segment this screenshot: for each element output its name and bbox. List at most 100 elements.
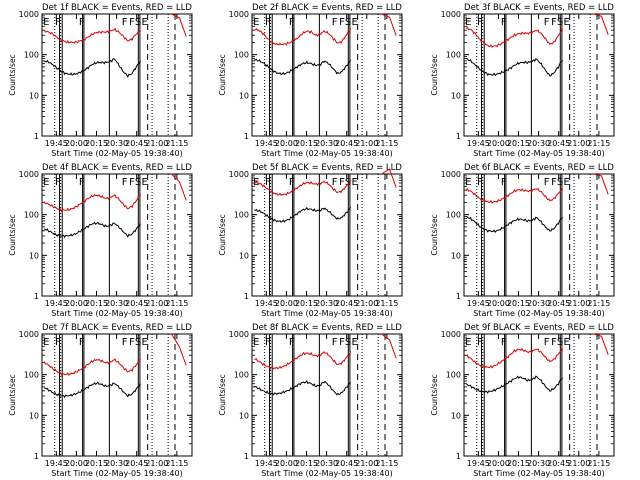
y-axis-label: Counts/sec <box>430 54 439 95</box>
y-tick-label: 1000 <box>229 10 249 19</box>
x-axis-label: Start Time (02-May-05 19:38:40) <box>261 469 392 478</box>
series-line-lld-tail <box>381 168 397 188</box>
y-tick-label: 1 <box>34 452 39 461</box>
flag-label: F <box>339 337 345 348</box>
x-tick-label: 21:00 <box>355 299 378 308</box>
series-line-lld-tail <box>381 13 397 36</box>
x-tick-label: 21:00 <box>145 459 168 468</box>
x-tick-label: 20:00 <box>275 459 298 468</box>
x-axis-label: Start Time (02-May-05 19:38:40) <box>261 149 392 158</box>
series-line-lld <box>254 350 352 370</box>
series-line-lld-tail <box>593 173 609 195</box>
x-tick-label: 21:00 <box>567 139 590 148</box>
y-tick-label: 10 <box>451 251 461 260</box>
flag-label: F <box>332 177 338 188</box>
flag-label: F <box>477 17 483 28</box>
x-tick-label: 20:00 <box>487 459 510 468</box>
series-line-events <box>254 206 352 223</box>
y-tick-label: 100 <box>24 211 39 220</box>
panel-8: Det 8f BLACK = Events, RED = LLD 1 10 100 10… <box>218 323 403 478</box>
y-tick-label: 1000 <box>441 330 461 339</box>
x-tick-label: 20:00 <box>65 299 88 308</box>
x-tick-label: 19:45 <box>45 139 68 148</box>
series-line-events <box>44 381 142 399</box>
flag-label: F <box>501 177 507 188</box>
flag-label: F <box>332 17 338 28</box>
x-tick-label: 21:00 <box>145 139 168 148</box>
x-tick-label: 21:15 <box>587 139 610 148</box>
flag-label: S <box>345 177 351 188</box>
y-tick-label: 1 <box>34 292 39 301</box>
y-axis-label: Counts/sec <box>8 214 17 255</box>
x-tick-label: 21:15 <box>375 299 398 308</box>
flag-label: S <box>557 177 563 188</box>
x-tick-label: 19:45 <box>45 459 68 468</box>
x-tick-label: 19:45 <box>467 459 490 468</box>
series-line-events <box>44 221 142 239</box>
y-tick-label: 100 <box>446 211 461 220</box>
flag-label: F <box>79 17 85 28</box>
panel-title: Det 6f BLACK = Events, RED = LLD <box>464 163 614 173</box>
y-tick-label: 10 <box>239 411 249 420</box>
y-tick-label: 100 <box>24 51 39 60</box>
flag-label: S <box>557 17 563 28</box>
y-axis-label: Counts/sec <box>218 214 227 255</box>
y-tick-label: 100 <box>446 371 461 380</box>
flag-label: F <box>265 337 271 348</box>
x-tick-label: 21:00 <box>567 299 590 308</box>
y-tick-label: 1 <box>456 132 461 141</box>
flag-label: F <box>55 17 61 28</box>
flag-label: F <box>544 337 550 348</box>
x-tick-label: 20:30 <box>527 139 550 148</box>
x-tick-label: 21:15 <box>165 139 188 148</box>
panel-1: Det 1f BLACK = Events, RED = LLD 1 10 100 10… <box>8 3 193 158</box>
x-axis-label: Start Time (02-May-05 19:38:40) <box>473 469 604 478</box>
panel-title: Det 7f BLACK = Events, RED = LLD <box>42 323 192 333</box>
y-axis-label: Counts/sec <box>8 374 17 415</box>
x-tick-label: 20:15 <box>295 139 318 148</box>
plot-frame <box>41 333 193 457</box>
flag-label: F <box>339 177 345 188</box>
flag-label: F <box>501 337 507 348</box>
flag-label: S <box>345 17 351 28</box>
plot-frame <box>251 173 403 297</box>
x-tick-label: 20:15 <box>295 299 318 308</box>
x-tick-label: 21:00 <box>567 459 590 468</box>
plot-frame <box>251 333 403 457</box>
series-line-lld <box>466 347 564 370</box>
series-line-lld <box>254 28 352 46</box>
y-tick-label: 100 <box>446 51 461 60</box>
x-tick-label: 20:30 <box>315 459 338 468</box>
y-tick-label: 1 <box>244 292 249 301</box>
series-line-lld-tail <box>171 333 187 366</box>
flag-label: F <box>129 177 135 188</box>
series-line-lld-tail <box>593 13 609 35</box>
flag-label: F <box>501 17 507 28</box>
y-axis-label: Counts/sec <box>218 374 227 415</box>
y-tick-label: 1000 <box>441 10 461 19</box>
x-tick-label: 20:45 <box>125 299 148 308</box>
flag-label: F <box>544 177 550 188</box>
y-tick-label: 1000 <box>19 330 39 339</box>
flag-label: E <box>43 337 49 348</box>
x-tick-label: 19:45 <box>45 299 68 308</box>
flag-label: F <box>477 337 483 348</box>
y-tick-label: 1000 <box>441 170 461 179</box>
series-line-lld <box>254 180 352 197</box>
flag-label: S <box>135 177 141 188</box>
flag-label: F <box>129 337 135 348</box>
flag-label: F <box>55 177 61 188</box>
y-tick-label: 1000 <box>229 170 249 179</box>
panel-6: Det 6f BLACK = Events, RED = LLD 1 10 100 10… <box>430 163 615 318</box>
panel-title: Det 8f BLACK = Events, RED = LLD <box>252 323 402 333</box>
flag-label: F <box>122 337 128 348</box>
x-tick-label: 20:45 <box>335 139 358 148</box>
y-tick-label: 100 <box>234 371 249 380</box>
plot-frame <box>41 173 193 297</box>
y-axis-label: Counts/sec <box>430 374 439 415</box>
x-tick-label: 20:15 <box>295 459 318 468</box>
flag-label: F <box>477 177 483 188</box>
flag-label: F <box>551 177 557 188</box>
y-tick-label: 10 <box>29 411 39 420</box>
